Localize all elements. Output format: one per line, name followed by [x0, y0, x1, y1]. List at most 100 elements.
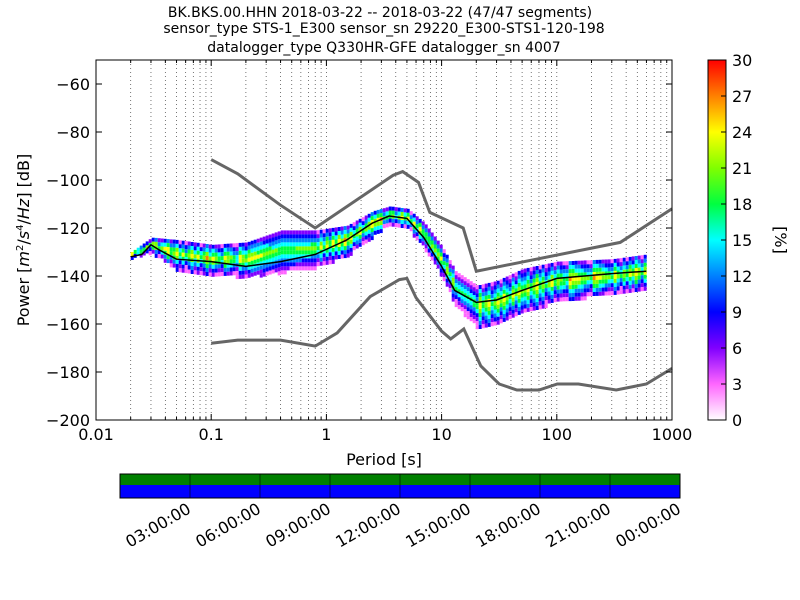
density-cell — [511, 293, 515, 298]
density-cell — [520, 285, 524, 290]
density-cell — [142, 247, 146, 252]
density-cell — [463, 301, 467, 306]
density-cell — [544, 276, 548, 281]
density-cell — [640, 259, 644, 264]
density-cell — [502, 313, 506, 318]
density-cell — [277, 247, 281, 252]
density-cell — [496, 304, 500, 309]
density-cell — [328, 260, 332, 265]
density-cell — [388, 222, 392, 227]
density-cell — [322, 261, 326, 266]
density-cell — [526, 295, 530, 300]
density-cell — [169, 239, 173, 244]
density-cell — [316, 250, 320, 255]
density-cell — [556, 261, 560, 266]
density-cell — [436, 252, 440, 257]
density-cell — [259, 257, 263, 262]
density-cell — [328, 236, 332, 241]
density-cell — [214, 244, 218, 249]
density-cell — [376, 213, 380, 218]
x-tick-label: 1000 — [652, 425, 693, 444]
density-cell — [289, 266, 293, 271]
density-cell — [205, 256, 209, 260]
density-cell — [481, 324, 485, 329]
density-cell — [241, 274, 245, 279]
density-cell — [268, 246, 272, 251]
density-cell — [181, 268, 185, 273]
density-cell — [535, 290, 539, 294]
density-cell — [148, 247, 152, 252]
density-cell — [628, 268, 632, 273]
density-cell — [178, 248, 182, 253]
density-cell — [607, 263, 611, 268]
density-cell — [178, 244, 182, 249]
density-cell — [133, 249, 137, 254]
density-cell — [421, 225, 425, 230]
density-cell — [301, 230, 305, 235]
density-cell — [613, 258, 617, 263]
density-cell — [475, 309, 479, 314]
density-cell — [613, 290, 617, 295]
density-cell — [538, 273, 542, 278]
density-cell — [541, 300, 545, 305]
density-cell — [298, 258, 302, 263]
density-cell — [442, 261, 446, 266]
density-cell — [520, 269, 524, 274]
density-cell — [592, 292, 596, 296]
x-axis-ticks: 0.01 0.1 1 10 100 1000 — [78, 60, 692, 444]
density-cell — [259, 253, 263, 258]
density-cell — [637, 283, 641, 288]
density-cell — [547, 263, 551, 268]
density-cell — [544, 284, 548, 289]
density-cell — [268, 254, 272, 259]
density-cell — [244, 262, 248, 267]
density-cell — [208, 244, 212, 249]
density-cell — [385, 207, 389, 212]
density-cell — [340, 254, 344, 259]
density-cell — [550, 262, 554, 267]
density-cell — [523, 292, 527, 297]
density-cell — [178, 240, 182, 245]
density-cell — [367, 233, 371, 238]
density-cell — [571, 297, 575, 301]
density-cell — [502, 281, 506, 286]
density-cell — [475, 297, 479, 302]
density-cell — [631, 280, 635, 285]
density-cell — [196, 254, 200, 259]
density-cell — [607, 279, 611, 284]
density-cell — [445, 254, 449, 259]
density-cell — [553, 294, 557, 299]
density-cell — [523, 268, 527, 273]
density-cell — [427, 240, 431, 245]
density-cell — [580, 296, 584, 301]
timeline-tick-label: 06:00:00 — [192, 499, 264, 551]
density-cell — [556, 285, 560, 290]
density-cell — [403, 212, 407, 217]
density-cell — [232, 251, 236, 256]
density-cell — [595, 283, 599, 288]
density-cell — [628, 284, 632, 289]
density-cell — [235, 271, 239, 276]
density-cell — [469, 281, 473, 286]
density-cell — [334, 255, 338, 260]
density-cell — [598, 263, 602, 268]
density-cell — [325, 240, 329, 245]
density-cell — [643, 254, 647, 259]
density-cell — [157, 254, 161, 259]
density-cell — [286, 242, 290, 247]
density-cell — [583, 264, 587, 269]
density-cell — [565, 277, 569, 282]
density-cell — [292, 258, 296, 263]
density-cell — [196, 270, 200, 275]
colorbar: 0 3 6 9 12 15 18 21 24 27 30 [%] — [707, 51, 790, 430]
density-cell — [511, 289, 515, 294]
density-cell — [538, 289, 542, 294]
density-cell — [271, 237, 275, 242]
density-cell — [562, 273, 566, 278]
density-cell — [481, 284, 485, 289]
density-cell — [172, 259, 176, 264]
density-cell — [349, 251, 353, 256]
density-cell — [151, 245, 155, 250]
density-cell — [157, 246, 161, 251]
density-cell — [253, 259, 257, 264]
